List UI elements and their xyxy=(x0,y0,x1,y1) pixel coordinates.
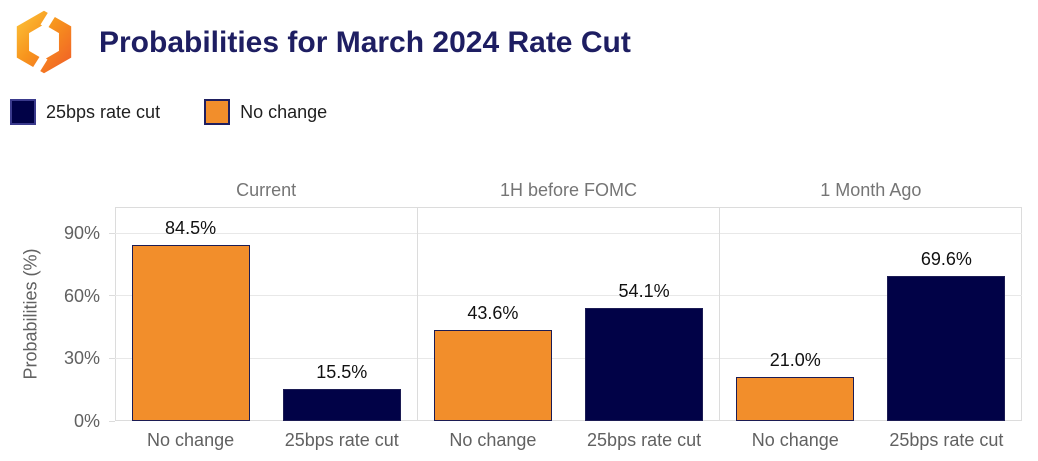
y-tick-label: 60% xyxy=(63,285,100,306)
y-axis-title: Probabilities (%) xyxy=(20,248,41,380)
bar-value-label: 21.0% xyxy=(769,350,821,371)
legend-swatch xyxy=(204,99,231,125)
bar-25bps-rate-cut xyxy=(887,275,1006,421)
brand-logo-icon xyxy=(16,8,72,76)
facet-title: Current xyxy=(236,180,297,200)
legend-item-25bps-rate-cut[interactable]: 25bps rate cut xyxy=(10,99,160,125)
legend-label: 25bps rate cut xyxy=(46,101,161,122)
bar-value-label: 43.6% xyxy=(467,302,519,323)
bar-value-label: 69.6% xyxy=(920,248,972,269)
legend-label: No change xyxy=(240,101,328,122)
bar-value-label: 15.5% xyxy=(316,361,368,382)
legend: 25bps rate cut No change xyxy=(10,99,327,125)
facet-title: 1H before FOMC xyxy=(499,180,638,200)
bar-25bps-rate-cut xyxy=(585,308,704,421)
bar-no-change xyxy=(433,329,552,421)
x-tick-label: No change xyxy=(147,430,235,450)
x-tick-label: 25bps rate cut xyxy=(284,430,399,450)
y-tick-label: 30% xyxy=(63,348,100,369)
bar-no-change xyxy=(131,244,250,421)
bar-value-label: 84.5% xyxy=(165,217,217,238)
legend-swatch xyxy=(10,99,36,125)
plot-area xyxy=(115,207,1022,421)
bar-25bps-rate-cut xyxy=(282,388,401,421)
bar-no-change xyxy=(736,377,855,421)
x-tick-label: 25bps rate cut xyxy=(889,430,1004,450)
x-tick-label: 25bps rate cut xyxy=(587,430,702,450)
y-tick-label: 90% xyxy=(63,223,100,244)
page-title: Probabilities for March 2024 Rate Cut xyxy=(99,26,631,59)
x-tick-label: No change xyxy=(449,430,537,450)
y-tick-label: 0% xyxy=(73,411,100,431)
x-tick-label: No change xyxy=(751,430,839,450)
bar-value-label: 54.1% xyxy=(618,281,670,302)
legend-item-no-change[interactable]: No change xyxy=(204,99,327,125)
facet-title: 1 Month Ago xyxy=(820,180,922,200)
